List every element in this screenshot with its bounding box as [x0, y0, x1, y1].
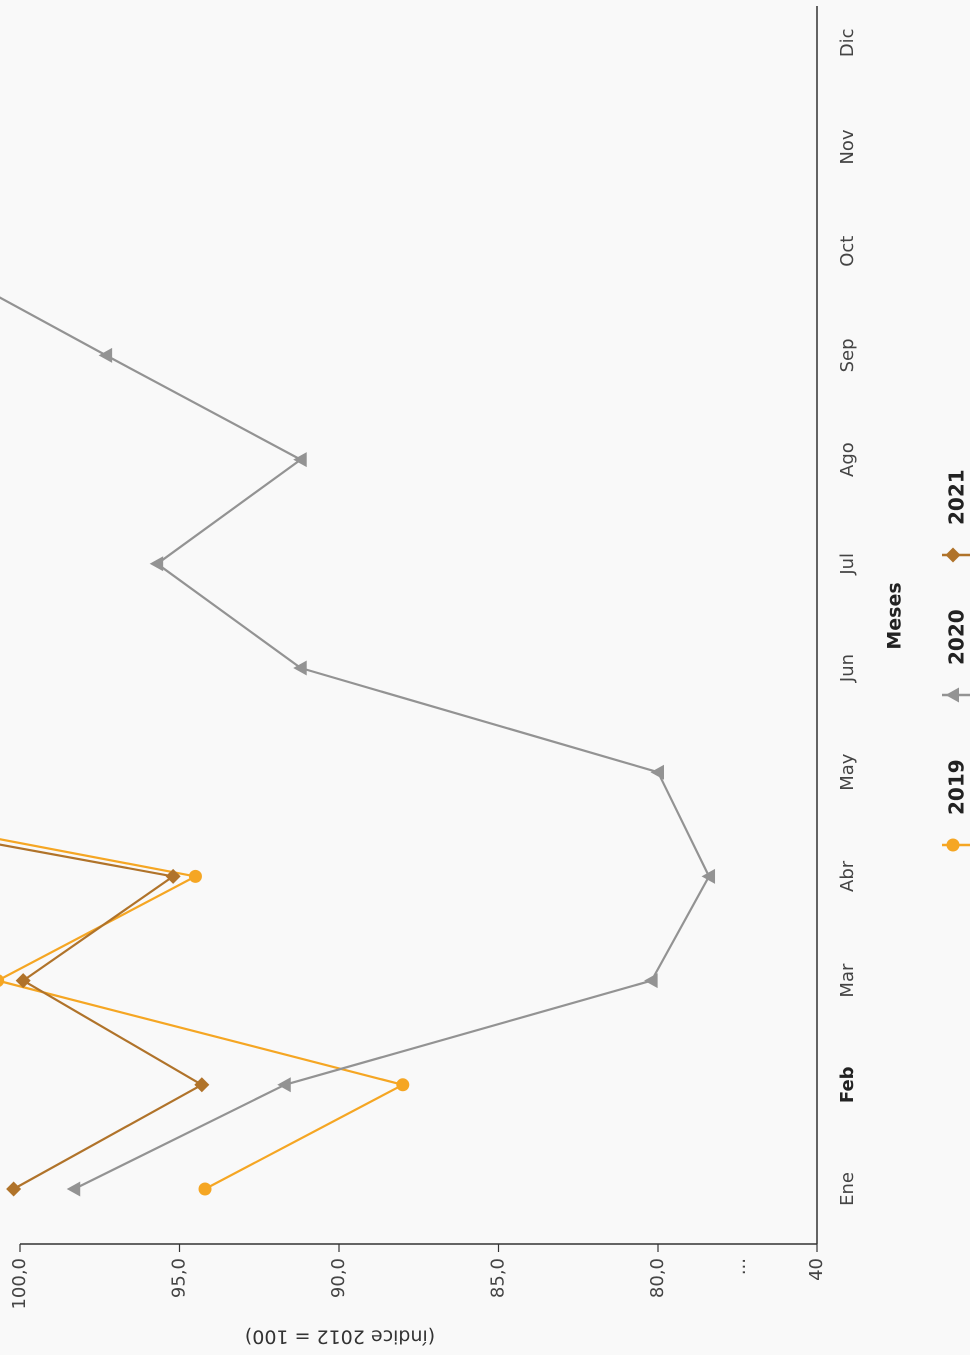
legend: 2019 2020 2021 [942, 469, 970, 852]
x-tick-label: Feb [837, 1066, 858, 1103]
x-tick-label: Oct [837, 236, 858, 267]
data-point [277, 1077, 291, 1093]
data-point [945, 687, 959, 703]
data-point [701, 868, 716, 884]
x-tick-label: Mar [837, 963, 858, 998]
data-point [946, 838, 960, 852]
x-tick-label: Dic [837, 28, 858, 57]
legend-item: 2021 [942, 469, 970, 563]
series-line [0, 296, 711, 1190]
y-tick-label: 80,0 [647, 1258, 668, 1298]
y-axis-title: (índice 2012 = 100) [245, 1326, 435, 1348]
legend-item: 2020 [942, 609, 970, 703]
axes [20, 6, 818, 1245]
data-point [396, 1078, 410, 1092]
x-tick-label: Jun [837, 654, 858, 683]
series-line [0, 843, 203, 1190]
y-tick-label: 100,0 [9, 1258, 30, 1310]
data-point [98, 347, 113, 363]
data-point [0, 974, 5, 987]
x-axis-title: Meses [884, 582, 906, 649]
x-ticks: Ene Feb Mar Abr May Jun Jul Ago Sep Oct Nov Dic [837, 28, 858, 1206]
data-point [293, 660, 307, 676]
y-tick-label: 95,0 [169, 1258, 190, 1298]
x-tick-label: Sep [837, 338, 858, 372]
data-point [165, 868, 181, 884]
y-tick-label: 40 [806, 1258, 827, 1281]
data-point [293, 452, 307, 468]
data-point [66, 1181, 81, 1197]
legend-label: 2021 [945, 469, 969, 525]
series-layer [0, 296, 716, 1197]
series-2019 [0, 838, 410, 1196]
y-ticks: 40...80,085,090,095,0100,0105,0110,0115,… [9, 1244, 827, 1310]
data-point [6, 1181, 22, 1197]
data-point [644, 973, 658, 989]
x-tick-label: Abr [837, 860, 858, 892]
x-tick-label: Nov [837, 129, 858, 164]
x-tick-label: May [837, 753, 858, 791]
y-tick-label: 85,0 [488, 1258, 509, 1298]
data-point [945, 547, 961, 563]
data-point [198, 1182, 212, 1196]
legend-label: 2020 [945, 609, 969, 665]
series-line [0, 838, 404, 1190]
legend-label: 2019 [945, 759, 969, 815]
data-point [188, 869, 202, 883]
data-point [149, 556, 164, 572]
x-tick-label: Ene [837, 1172, 858, 1206]
x-tick-label: Jul [837, 553, 858, 576]
data-point [650, 764, 664, 780]
data-point [15, 973, 31, 989]
legend-item: 2019 [942, 759, 970, 852]
series-2021 [0, 843, 210, 1197]
x-tick-label: Ago [837, 442, 858, 477]
y-tick-label: 90,0 [328, 1258, 349, 1298]
series-2020 [0, 296, 716, 1197]
data-point [194, 1077, 210, 1093]
y-tick-label: ... [729, 1258, 750, 1275]
